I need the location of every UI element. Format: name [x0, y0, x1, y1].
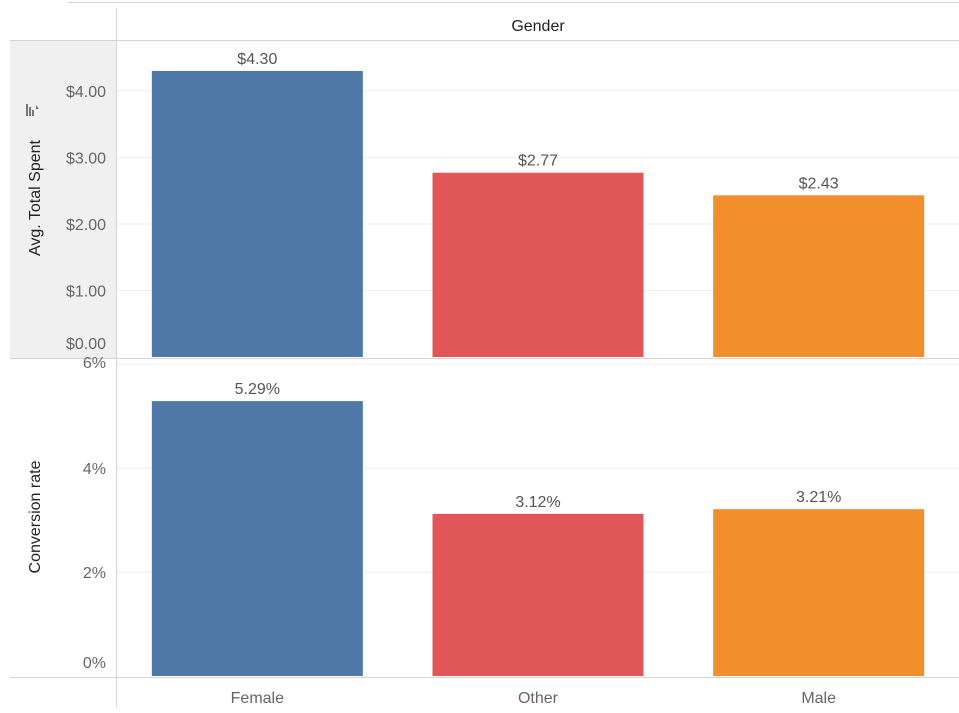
- column-header-gender[interactable]: Gender: [511, 18, 565, 35]
- bar-female[interactable]: [151, 401, 363, 676]
- bar-other[interactable]: [432, 172, 644, 357]
- y-tick-label: $1.00: [66, 283, 106, 300]
- y-axis-title-avg-total-spent[interactable]: Avg. Total Spent: [27, 139, 44, 255]
- y-axis-ticks-conversion-rate: 0% 2% 4% 6%: [83, 355, 106, 672]
- bar-male[interactable]: [713, 509, 925, 676]
- bar-male[interactable]: [713, 195, 925, 357]
- bars-conversion-rate: [151, 401, 925, 676]
- data-labels-avg-total-spent: $4.30 $2.77 $2.43: [237, 51, 838, 192]
- sort-bar: [26, 104, 28, 116]
- sort-bar: [32, 110, 34, 116]
- data-label-male: $2.43: [799, 175, 839, 192]
- y-axis-title-conversion-rate[interactable]: Conversion rate: [27, 460, 44, 573]
- x-axis-tick-labels: Female Other Male: [231, 690, 836, 707]
- bars-avg-total-spent: [151, 70, 925, 358]
- y-tick-label: $3.00: [66, 150, 106, 167]
- sort-arrow: [36, 105, 39, 109]
- bar-female[interactable]: [151, 70, 363, 358]
- active-axis-background: [10, 40, 116, 358]
- data-labels-conversion-rate: 5.29% 3.12% 3.21%: [235, 381, 842, 511]
- data-label-female: $4.30: [237, 51, 277, 68]
- data-label-female: 5.29%: [235, 381, 280, 398]
- y-axis-ticks-avg-total-spent: $0.00 $1.00 $2.00 $3.00 $4.00: [66, 84, 106, 353]
- chart-frame: [10, 2, 959, 707]
- y-tick-label: 2%: [83, 565, 106, 582]
- x-tick-label-other: Other: [518, 690, 559, 707]
- y-tick-label: 6%: [83, 355, 106, 372]
- x-tick-label-male: Male: [801, 690, 836, 707]
- data-label-other: 3.12%: [515, 494, 560, 511]
- y-tick-label: 0%: [83, 655, 106, 672]
- bar-other[interactable]: [432, 513, 644, 676]
- y-tick-label: 4%: [83, 461, 106, 478]
- y-tick-label: $0.00: [66, 336, 106, 353]
- y-tick-label: $2.00: [66, 217, 106, 234]
- sort-descending-icon[interactable]: [26, 104, 39, 116]
- y-tick-label: $4.00: [66, 84, 106, 101]
- x-tick-label-female: Female: [231, 690, 284, 707]
- sort-bar: [29, 107, 31, 116]
- data-label-other: $2.77: [518, 153, 558, 170]
- data-label-male: 3.21%: [796, 489, 841, 506]
